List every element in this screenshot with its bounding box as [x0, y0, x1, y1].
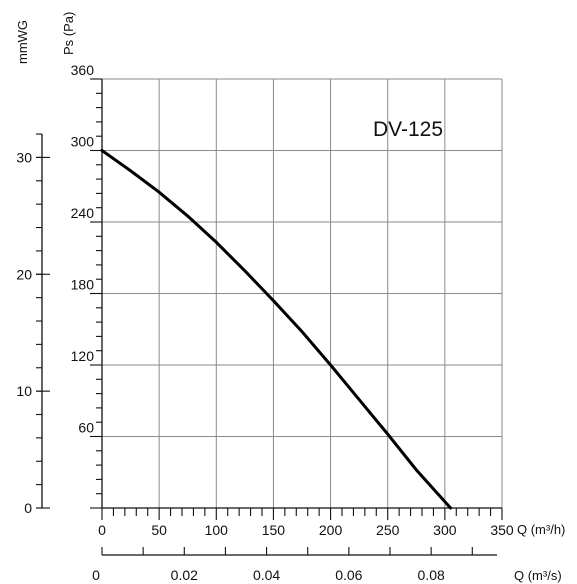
y-tick-label-pa: 360	[71, 62, 95, 78]
y-tick-label-pa: 240	[71, 205, 95, 221]
x-tick-label-m3s: 0.04	[253, 567, 280, 583]
x-axis-title-m3h: Q (m³/h)	[517, 522, 565, 537]
x-tick-label-m3s: 0.06	[335, 567, 362, 583]
model-label: DV-125	[373, 118, 443, 141]
x-tick-label-m3h: 50	[151, 522, 167, 538]
y-axis-title-pa: Ps (Pa)	[61, 12, 76, 55]
y-tick-label-pa: 180	[71, 277, 95, 293]
x-tick-label-m3h: 250	[376, 522, 400, 538]
x-axis-title-m3s: Q (m³/s)	[514, 568, 562, 583]
y-tick-label-pa: 120	[71, 348, 95, 364]
x-tick-label-m3s: 0.08	[418, 567, 445, 583]
x-tick-label-m3h: 350	[490, 522, 514, 538]
x-tick-label-m3h: 100	[205, 522, 229, 538]
x-tick-label-m3h: 200	[319, 522, 343, 538]
y-tick-label-mmwg: 10	[16, 383, 32, 399]
x-tick-label-m3s: 0	[92, 567, 100, 583]
y-axis-title-mmwg: mmWG	[15, 20, 30, 64]
y-tick-label-mmwg: 0	[24, 500, 32, 516]
x-tick-label-m3h: 150	[262, 522, 286, 538]
y-tick-label-pa: 60	[78, 420, 94, 436]
y-tick-label-pa: 300	[71, 134, 95, 150]
x-tick-label-m3h: 0	[98, 522, 106, 538]
x-tick-label-m3s: 0.02	[171, 567, 198, 583]
performance-curve	[100, 149, 453, 510]
y-tick-label-mmwg: 30	[16, 149, 32, 165]
grid-lines	[102, 78, 503, 508]
y-tick-label-mmwg: 20	[16, 266, 32, 282]
x-tick-label-m3h: 300	[433, 522, 457, 538]
performance-curve-group	[100, 149, 453, 510]
